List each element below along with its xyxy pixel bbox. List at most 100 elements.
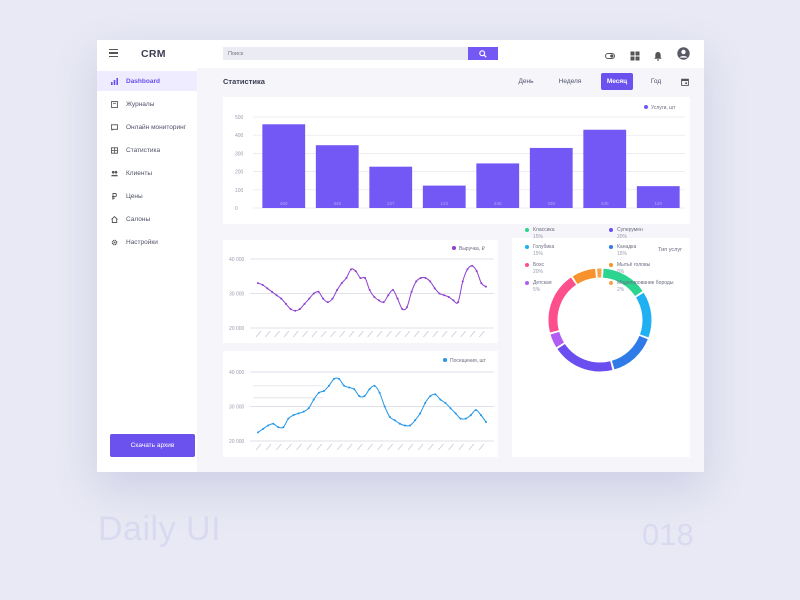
bar-value-label: 460 (280, 201, 288, 206)
data-point (257, 431, 259, 434)
search-button[interactable] (468, 47, 498, 60)
data-point (287, 417, 290, 420)
x-tick-mark (460, 330, 467, 338)
legend-dot (609, 244, 613, 249)
sidebar-item-prices[interactable]: Цены (97, 186, 197, 206)
x-tick-mark (397, 443, 404, 451)
y-tick-label: 20 000 (229, 326, 245, 332)
data-point (272, 422, 275, 425)
data-point (326, 301, 329, 304)
x-tick-mark (306, 443, 312, 451)
calendar-icon[interactable] (679, 73, 691, 90)
period-day-tab[interactable]: День (518, 78, 534, 85)
sidebar-item-journals[interactable]: Журналы (97, 94, 197, 114)
bar-value-label: 430 (601, 201, 609, 206)
data-point (331, 297, 334, 300)
x-tick-mark (367, 443, 373, 451)
data-point (322, 389, 325, 392)
data-point (377, 299, 380, 302)
x-tick-mark (417, 443, 424, 451)
y-tick-label: 30 000 (229, 292, 245, 298)
sidebar-item-clients[interactable]: Клиенты (97, 163, 197, 183)
x-tick-mark (448, 443, 454, 451)
bar-value-label: 227 (387, 201, 395, 206)
search-input[interactable] (223, 47, 468, 60)
data-point (284, 302, 287, 305)
bar-value-label: 345 (333, 201, 341, 206)
y-tick-label: 300 (235, 151, 244, 157)
data-point (471, 264, 474, 267)
y-tick-label: 200 (235, 170, 244, 176)
donut-legend-item: Суперумен 20% (609, 227, 643, 241)
donut-slice (557, 343, 613, 372)
x-tick-mark (346, 443, 353, 451)
data-point (350, 268, 353, 271)
data-point (447, 295, 450, 298)
y-tick-label: 40 000 (229, 370, 245, 376)
x-tick-mark (255, 443, 262, 451)
bar (529, 147, 573, 208)
data-point (401, 308, 404, 311)
x-tick-mark (458, 443, 464, 451)
sidebar-item-label: Статистика (126, 146, 161, 154)
period-week-tab[interactable]: Неделя (558, 78, 582, 85)
user-avatar-icon[interactable] (677, 47, 690, 60)
download-archive-button[interactable]: Скачать архив (110, 434, 195, 457)
data-point (415, 280, 418, 283)
x-tick-mark (255, 330, 262, 338)
x-tick-mark (286, 443, 292, 451)
bar-value-label: 245 (494, 201, 502, 206)
data-point (382, 301, 385, 304)
x-tick-mark (336, 443, 343, 451)
data-point (419, 412, 422, 415)
y-tick-label: 0 (235, 206, 238, 212)
data-point (398, 422, 401, 425)
sidebar-item-dashboard[interactable]: Dashboard (97, 71, 197, 91)
journal-icon (111, 100, 118, 108)
data-point (474, 408, 477, 411)
donut-title: Тип услуг (658, 247, 682, 253)
y-tick-label: 40 000 (229, 257, 245, 263)
y-tick-label: 100 (235, 188, 244, 194)
legend-label: Выручка, ₽ (459, 246, 486, 252)
bar-value-label: 330 (547, 201, 555, 206)
x-tick-mark (358, 330, 364, 338)
sidebar-item-statistics[interactable]: Статистика (97, 140, 197, 160)
x-tick-mark (264, 330, 271, 338)
data-point (383, 405, 386, 408)
sidebar-item-label: Клиенты (126, 169, 153, 177)
legend-percent: 15% (617, 251, 628, 257)
data-point (308, 297, 311, 300)
sidebar-item-label: Dashboard (126, 77, 160, 85)
period-year-tab[interactable]: Год (650, 78, 662, 85)
sidebar-item-salons[interactable]: Салоны (97, 209, 197, 229)
hamburger-menu-icon[interactable] (109, 49, 118, 58)
sidebar-item-online-monitoring[interactable]: Онлайн мониторинг (97, 117, 197, 137)
period-month-tab[interactable]: Месяц (601, 73, 633, 90)
donut-slice (602, 268, 643, 297)
bar (369, 166, 413, 208)
sidebar-item-label: Журналы (126, 100, 155, 108)
search-icon (479, 49, 487, 58)
x-tick-mark (407, 443, 414, 451)
data-point (439, 398, 442, 401)
grid-icon[interactable] (630, 48, 640, 61)
data-point (424, 276, 427, 279)
x-tick-mark (438, 443, 444, 451)
data-point (454, 412, 457, 415)
x-tick-mark (357, 443, 363, 451)
legend-percent: 5% (533, 287, 541, 293)
data-point (353, 388, 356, 391)
x-tick-mark (348, 330, 355, 338)
data-point (433, 287, 436, 290)
data-point (466, 268, 469, 271)
data-point (434, 393, 437, 396)
legend-name: Классика (533, 227, 555, 233)
donut-slice (635, 292, 652, 338)
data-point (469, 414, 472, 417)
bell-icon[interactable] (653, 48, 663, 61)
x-tick-mark (413, 330, 420, 338)
toggle-icon[interactable] (605, 48, 615, 59)
x-tick-mark (316, 443, 323, 451)
sidebar-item-settings[interactable]: Настройки (97, 232, 197, 252)
